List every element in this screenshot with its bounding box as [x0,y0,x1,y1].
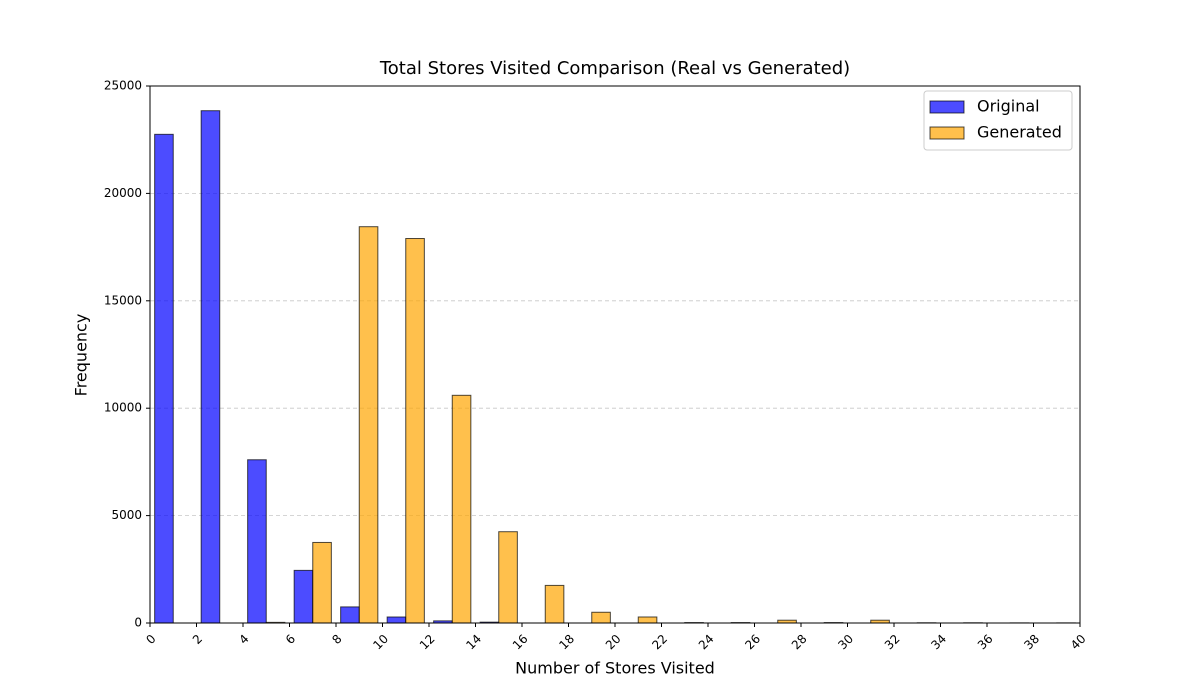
x-tick-label: 18 [556,632,577,653]
bar [386,616,407,624]
y-tick-label: 20000 [104,186,142,200]
x-tick-label: 8 [329,632,344,647]
x-tick-label: 24 [696,632,717,653]
x-tick-label: 28 [789,632,810,653]
bar [340,606,360,624]
x-tick-label: 38 [1021,632,1042,653]
legend-label: Original [977,97,1040,116]
bar [591,611,611,624]
x-tick-label: 10 [370,632,391,653]
bar [544,584,565,624]
x-tick-label: 26 [742,632,763,653]
x-tick-label: 4 [236,632,251,647]
x-tick-label: 0 [143,632,158,647]
bar [451,394,472,624]
y-tick-label: 10000 [104,401,142,415]
x-tick-label: 30 [835,632,856,653]
x-tick-label: 32 [882,632,903,653]
chart-title: Total Stores Visited Comparison (Real vs… [379,58,850,79]
legend-swatch [929,100,965,114]
x-tick-label: 6 [283,632,298,647]
x-tick-label: 36 [975,632,996,653]
x-tick-label: 2 [190,632,205,647]
x-tick-label: 14 [463,632,484,653]
y-tick-label: 15000 [104,293,142,307]
bar [637,616,658,624]
y-axis-label: Frequency [72,314,91,397]
x-tick-label: 20 [603,632,624,653]
bar [200,110,221,624]
x-axis-label: Number of Stores Visited [515,659,715,678]
legend: Original Generated [923,90,1073,151]
legend-label: Generated [977,123,1062,142]
y-tick-label: 25000 [104,79,142,93]
x-tick-label: 22 [649,632,670,653]
plot-frame [149,85,1081,624]
bar [312,541,332,624]
x-tick-label: 40 [1068,632,1089,653]
bar [498,531,518,624]
x-tick-label: 16 [510,632,531,653]
bar [405,238,425,624]
y-tick-label: 0 [134,616,142,630]
bar [293,569,314,624]
x-tick-label: 12 [417,632,438,653]
bar [247,459,267,624]
x-tick-label: 34 [928,632,949,653]
bar [358,226,379,624]
bar [154,133,174,624]
y-tick-label: 5000 [111,508,142,522]
legend-swatch [929,126,965,140]
